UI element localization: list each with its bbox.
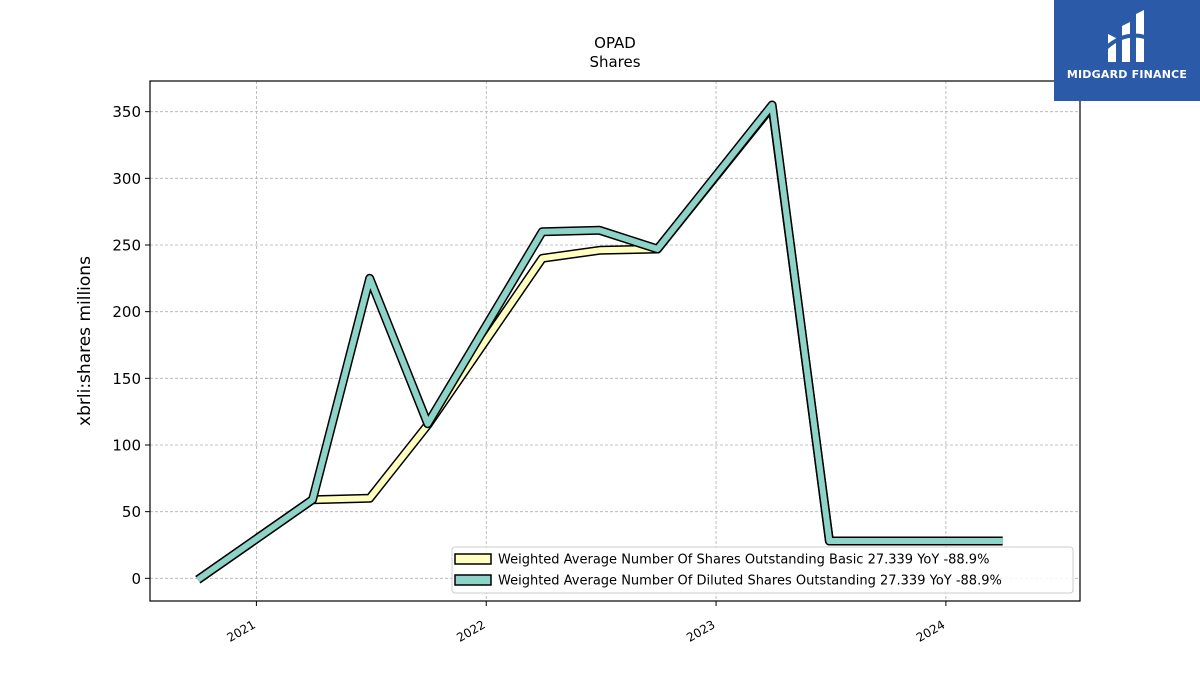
x-tick-label: 2024 — [914, 617, 947, 644]
legend-swatch — [454, 553, 492, 565]
y-tick-label: 250 — [112, 237, 141, 255]
x-tick-label: 2021 — [224, 617, 257, 644]
y-tick-label: 100 — [112, 437, 141, 455]
x-tick-label: 2023 — [684, 617, 717, 644]
legend-label: Weighted Average Number Of Shares Outsta… — [498, 553, 989, 568]
series-1-line — [195, 101, 1003, 584]
legend-box — [451, 546, 1074, 594]
plot-frame — [149, 80, 1081, 602]
y-tick-label: 350 — [112, 103, 141, 121]
y-tick-label: 50 — [122, 503, 141, 521]
series-lines — [195, 100, 1003, 584]
logo-mark-icon — [1104, 10, 1149, 62]
chart-subtitle: Shares — [589, 53, 640, 71]
legend-swatch — [454, 574, 492, 586]
x-tick-label: 2022 — [454, 617, 487, 644]
brand-logo: MIDGARD FINANCE — [1054, 0, 1200, 101]
gridlines — [150, 81, 1080, 601]
y-axis-label: xbrli:shares millions — [75, 256, 95, 426]
chart-title: OPAD — [594, 34, 636, 52]
series-2-line — [195, 100, 1003, 584]
y-tick-label: 150 — [112, 370, 141, 388]
y-tick-label: 300 — [112, 170, 141, 188]
axes: 0 50 100 150 200 250 300 350 2021 2022 2023 2024 — [112, 103, 947, 645]
y-tick-label: 200 — [112, 303, 141, 321]
brand-name: MIDGARD FINANCE — [1066, 68, 1188, 81]
y-tick-label: 0 — [131, 570, 141, 588]
legend-label: Weighted Average Number Of Diluted Share… — [498, 574, 1002, 589]
legend: Weighted Average Number Of Shares Outsta… — [451, 546, 1074, 594]
